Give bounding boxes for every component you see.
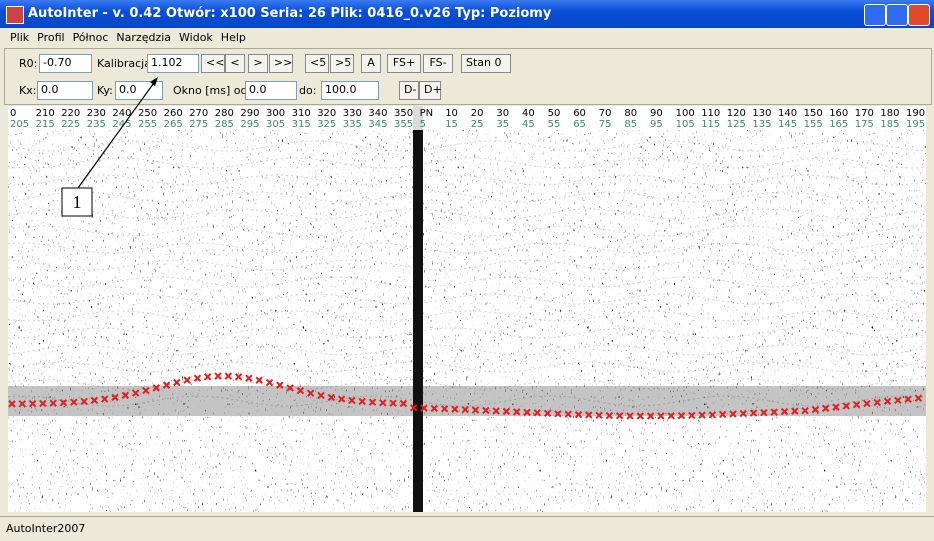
arrow-head: [150, 77, 158, 86]
app-window: AutoInter - v. 0.42 Otwór: x100 Seria: 2…: [0, 0, 934, 540]
annotation-label: 1: [73, 192, 82, 212]
status-bar: AutoInter2007: [0, 516, 934, 541]
status-text: AutoInter2007: [6, 522, 85, 535]
annotation-arrow: [78, 80, 156, 188]
annotation-layer: 1: [0, 0, 934, 540]
